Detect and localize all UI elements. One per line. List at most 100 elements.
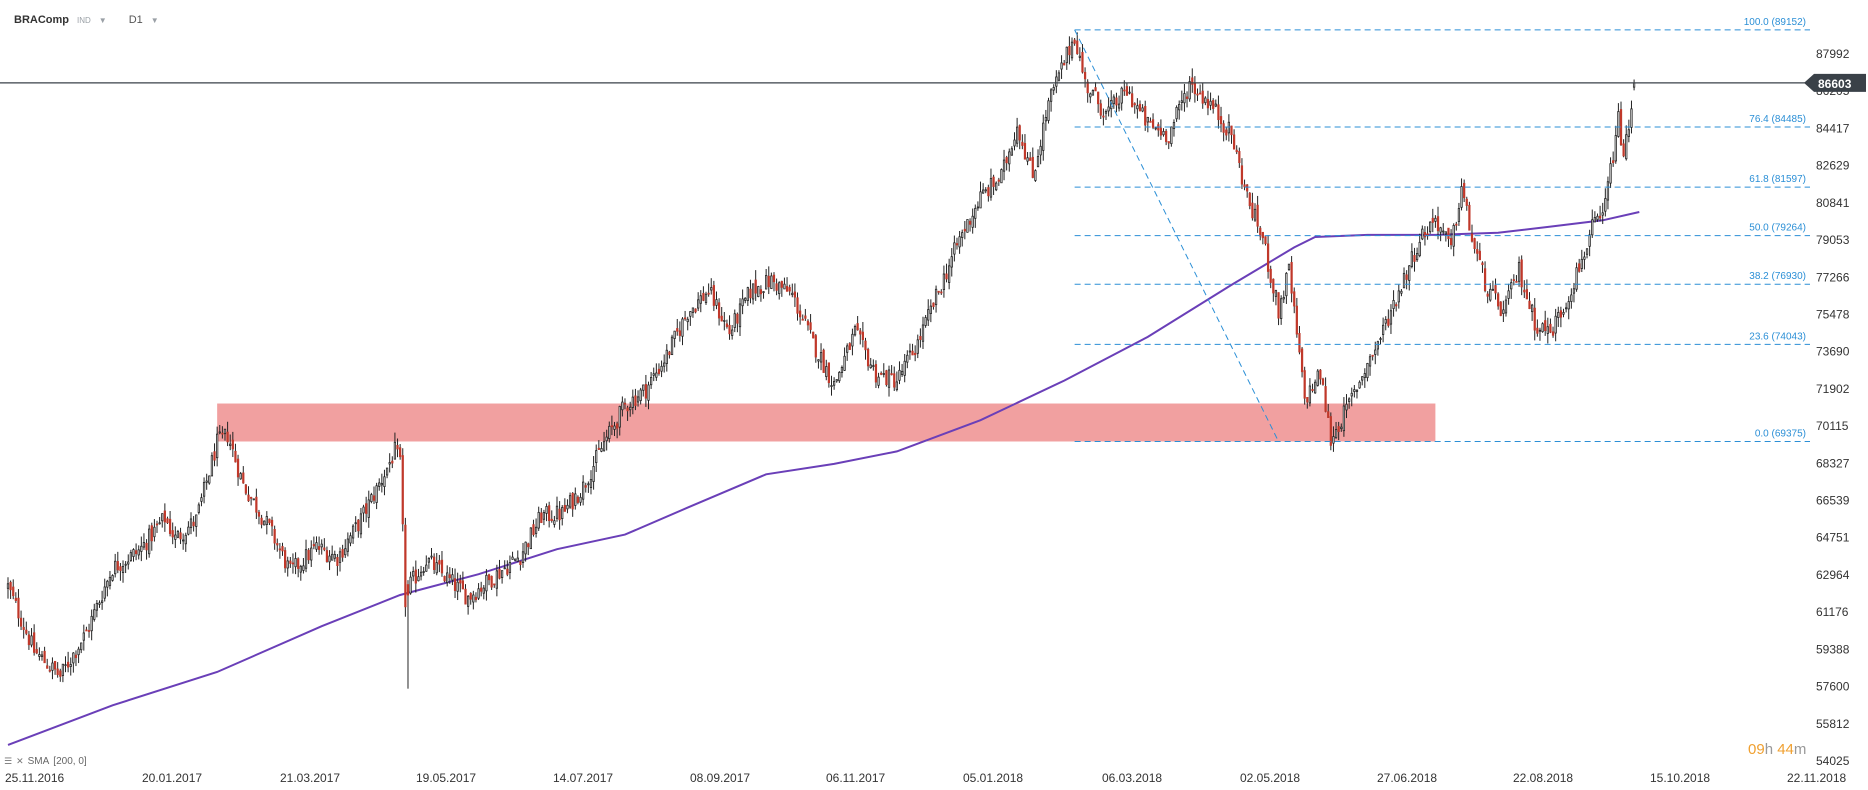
candle-body — [406, 584, 410, 596]
candle-body — [1055, 76, 1058, 87]
candle-body — [830, 385, 833, 387]
candle-body — [1337, 426, 1340, 432]
candle-body — [1214, 103, 1217, 107]
candle-body — [1248, 192, 1251, 207]
candle-body — [1104, 111, 1108, 114]
candle-body — [30, 635, 33, 646]
y-tick-label: 77266 — [1816, 270, 1850, 284]
sma-200-line — [7, 211, 1640, 746]
candle-body — [1097, 91, 1100, 105]
candle-body — [1368, 356, 1372, 367]
candle-body — [950, 256, 953, 268]
candle-body — [937, 290, 940, 293]
candle-body — [1073, 39, 1076, 44]
candle-body — [121, 566, 125, 574]
candle-body — [1120, 87, 1123, 104]
candle-body — [310, 547, 313, 561]
candle-body — [608, 425, 611, 439]
candle-body — [108, 576, 112, 586]
candle-body — [1593, 217, 1596, 223]
chart-header: BRAComp IND ▼ D1 ▼ — [14, 12, 173, 28]
candle-body — [1272, 278, 1275, 294]
candle-body — [1572, 288, 1576, 294]
candle-body — [472, 594, 475, 603]
candle-body — [302, 565, 305, 571]
candle-body — [283, 550, 287, 569]
candle-body — [652, 373, 655, 376]
candle-body — [825, 366, 828, 377]
candle-body — [1583, 256, 1586, 260]
sma-indicator-legend[interactable]: ☰ ✕ SMA [200, 0] — [4, 756, 87, 767]
candle-body — [1209, 100, 1212, 106]
candle-body — [1036, 156, 1040, 168]
candle-body — [412, 571, 415, 577]
candle-body — [95, 602, 99, 611]
candle-body — [375, 485, 378, 503]
candle-body — [1044, 116, 1047, 122]
candle-body — [1138, 103, 1142, 112]
candle-body — [746, 287, 749, 301]
list-icon[interactable]: ☰ — [4, 756, 13, 766]
candle-body — [770, 275, 773, 289]
candle-body — [294, 558, 297, 568]
candle-body — [592, 466, 595, 482]
candle-body — [391, 460, 394, 464]
interval-dropdown-icon[interactable]: ▼ — [150, 15, 159, 25]
candle-body — [1039, 145, 1042, 156]
candle-body — [1078, 55, 1081, 58]
candle-body — [1042, 122, 1045, 151]
candle-body — [982, 189, 985, 194]
candle-body — [74, 654, 78, 659]
candle-body — [621, 401, 624, 411]
candle-body — [250, 496, 253, 499]
candle-body — [1447, 227, 1450, 240]
candle-body — [425, 564, 428, 572]
timer-hours: 09 — [1748, 741, 1765, 758]
candle-body — [529, 527, 532, 550]
candle-body — [265, 516, 268, 525]
candle-body — [323, 547, 326, 550]
candle-body — [116, 561, 119, 571]
candle-body — [657, 368, 661, 374]
candle-body — [1538, 329, 1542, 332]
candle-body — [399, 447, 402, 458]
candle-body — [1167, 141, 1170, 144]
candle-body — [404, 524, 407, 608]
close-icon[interactable]: ✕ — [16, 756, 24, 766]
candle-body — [801, 318, 804, 321]
candle-body — [838, 371, 841, 382]
y-tick-label: 73690 — [1816, 345, 1850, 359]
candle-body — [694, 308, 697, 313]
candle-body — [649, 377, 653, 386]
candle-body — [1144, 106, 1147, 126]
candle-body — [388, 462, 391, 465]
candle-body — [1029, 157, 1032, 161]
candle-body — [827, 362, 831, 384]
candle-body — [291, 562, 295, 565]
candle-body — [461, 580, 465, 590]
candle-body — [616, 423, 619, 429]
candle-body — [1115, 97, 1118, 106]
candle-body — [1094, 87, 1097, 92]
interval-label[interactable]: D1 — [128, 14, 143, 26]
candle-body — [359, 513, 363, 535]
symbol-label[interactable]: BRAComp — [14, 14, 69, 26]
candle-body — [1172, 122, 1176, 129]
candle-body — [1546, 326, 1549, 334]
candle-body — [93, 609, 96, 620]
candle-body — [466, 595, 470, 607]
candle-body — [869, 364, 872, 369]
candle-body — [393, 441, 397, 460]
symbol-dropdown-icon[interactable]: ▼ — [98, 15, 107, 25]
candle-body — [940, 291, 943, 294]
candle-body — [255, 496, 258, 513]
candle-body — [814, 335, 817, 358]
candle-body — [992, 176, 995, 187]
candle-body — [433, 556, 436, 570]
candle-body — [1238, 151, 1241, 164]
candle-body — [1625, 134, 1628, 160]
candle-body — [166, 518, 169, 524]
candle-body — [864, 340, 867, 351]
candle-body — [59, 670, 62, 677]
